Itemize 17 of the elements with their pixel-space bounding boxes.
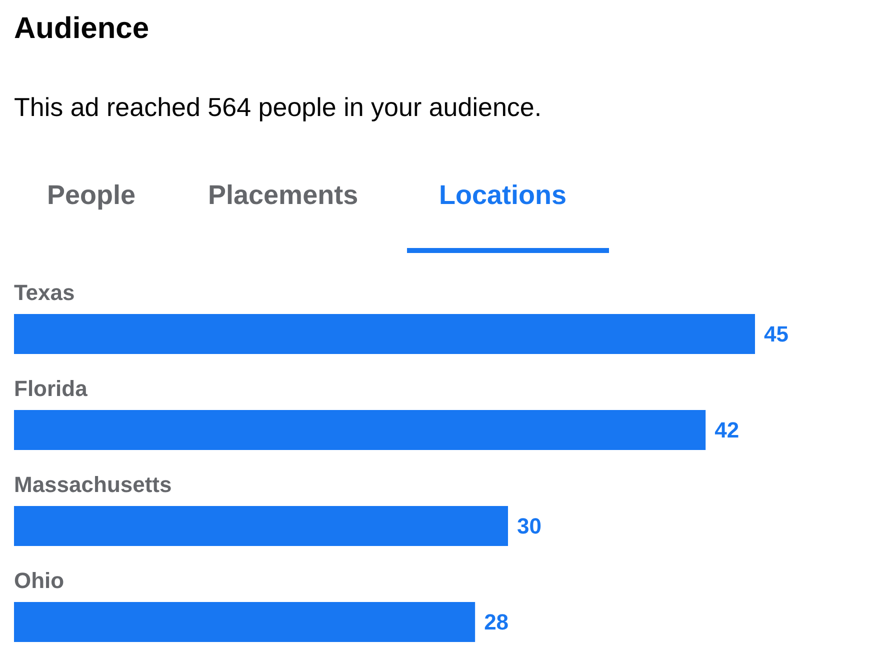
bar: [14, 410, 706, 450]
data-label: 28: [484, 610, 509, 634]
text: Locations: [439, 180, 567, 210]
bar: [14, 506, 508, 546]
chart-title: Audience: [14, 12, 150, 45]
text: Placements: [208, 180, 358, 210]
data-label: 45: [764, 322, 788, 346]
data-label: 42: [714, 418, 740, 442]
y-tick-label: Florida: [14, 376, 88, 401]
y-tick-label: Texas: [14, 280, 75, 305]
data-label: 30: [517, 514, 542, 538]
bar: [14, 314, 755, 354]
y-tick-label: Massachusetts: [14, 472, 172, 497]
bar: [14, 602, 476, 642]
chart-subtitle: This ad reached 564 people in your audience.: [14, 92, 542, 122]
y-tick-label: Ohio: [14, 568, 64, 593]
text: People: [47, 180, 136, 210]
